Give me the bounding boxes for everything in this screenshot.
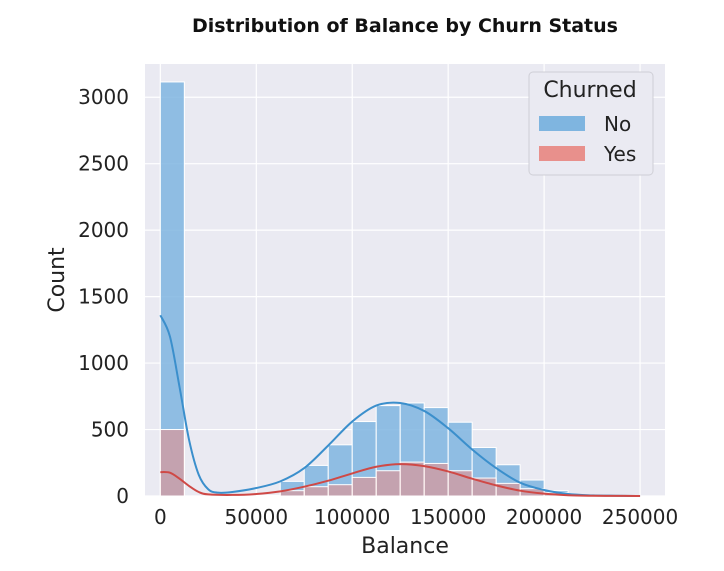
y-tick-label: 1000 [78,351,129,375]
y-tick-label: 3000 [78,85,129,109]
legend-label-yes: Yes [603,142,636,166]
grid-lines [145,64,665,497]
kde-line-yes [160,463,641,497]
x-tick-label: 250000 [602,505,678,529]
bar-yes-10 [399,461,425,497]
legend-title: Churned [543,78,636,103]
y-tick-label: 1500 [78,285,129,309]
x-tick-label: 150000 [410,505,486,529]
legend-swatch-no [539,116,585,131]
histogram-bars [159,81,617,497]
y-tick-label: 2500 [78,152,129,176]
legend: Churned No Yes [528,71,654,176]
x-tick-label: 50000 [224,505,288,529]
x-tick-label: 200000 [506,505,582,529]
bar-yes-6 [303,486,329,497]
x-tick-label: 0 [154,505,167,529]
bar-yes-8 [351,476,377,497]
y-tick-label: 0 [116,484,129,508]
bar-yes-9 [375,470,401,497]
chart-title: Distribution of Balance by Churn Status [192,15,618,37]
kde-curves [159,314,641,497]
bar-yes-0 [159,429,185,497]
bar-no-4 [255,494,281,497]
axis-ticks: 0 50000 100000 150000 200000 250000 0 500 1000 15… [78,85,678,529]
legend-swatch-yes [539,146,585,161]
y-axis-label: Count [45,247,70,313]
kde-line-no [159,314,641,497]
x-axis-label: Balance [361,534,449,559]
bar-yes-7 [327,484,353,497]
y-tick-label: 2000 [78,218,129,242]
y-tick-label: 500 [91,418,129,442]
legend-label-no: No [604,112,631,136]
x-tick-label: 100000 [314,505,390,529]
